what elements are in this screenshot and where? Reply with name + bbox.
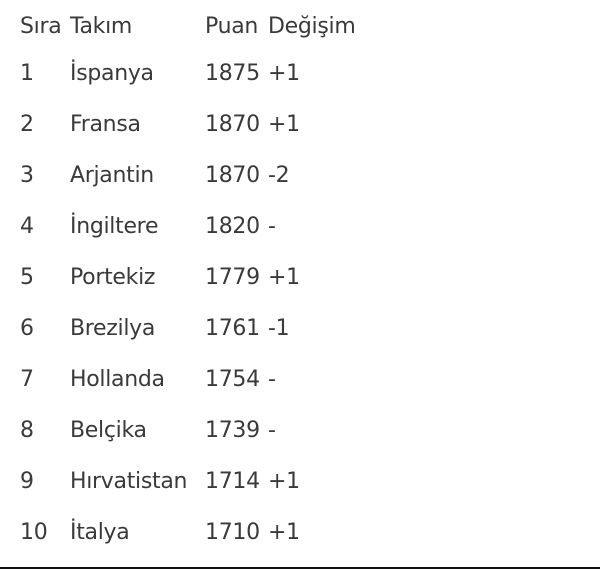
rank-cell: 3: [20, 163, 34, 188]
change-cell: -2: [268, 163, 290, 188]
points-cell: 1870: [205, 163, 260, 188]
table-row: 6 Brezilya 1761 -1: [20, 303, 388, 354]
team-cell: Hollanda: [70, 367, 165, 392]
table-row: 4 İngiltere 1820-: [20, 201, 388, 252]
points-cell: 1710: [205, 520, 260, 545]
header-points: Puan: [205, 13, 259, 39]
table-row: 7 Hollanda 1754-: [20, 354, 388, 405]
header-change: Değişim: [268, 13, 356, 39]
rank-cell: 5: [20, 265, 34, 290]
change-cell: +1: [268, 112, 300, 137]
header-rank: Sıra: [20, 13, 62, 39]
rank-cell: 6: [20, 316, 34, 341]
team-cell: İngiltere: [70, 214, 159, 239]
points-cell: 1820: [205, 214, 260, 239]
points-cell: 1714: [205, 469, 260, 494]
table-row: 9 Hırvatistan 1714 +1: [20, 456, 388, 507]
rank-cell: 1: [20, 61, 34, 86]
rank-cell: 7: [20, 367, 34, 392]
team-cell: İspanya: [70, 61, 154, 86]
change-cell: -: [268, 367, 276, 392]
change-cell: -: [268, 418, 276, 443]
change-cell: +1: [268, 469, 300, 494]
table-row: 8 Belçika 1739-: [20, 405, 388, 456]
points-cell: 1739: [205, 418, 260, 443]
change-cell: +1: [268, 520, 300, 545]
table-row: 5 Portekiz 1779 +1: [20, 252, 388, 303]
team-cell: Hırvatistan: [70, 469, 188, 494]
header-team: Takım: [70, 13, 133, 39]
change-cell: +1: [268, 61, 300, 86]
team-cell: İtalya: [70, 520, 130, 545]
team-cell: Brezilya: [70, 316, 156, 341]
rank-cell: 4: [20, 214, 34, 239]
table-row: 3 Arjantin 1870 -2: [20, 150, 388, 201]
points-cell: 1754: [205, 367, 260, 392]
change-cell: -1: [268, 316, 290, 341]
rank-cell: 9: [20, 469, 34, 494]
table-row: 10 İtalya 1710 +1: [20, 507, 388, 558]
points-cell: 1870: [205, 112, 260, 137]
team-cell: Fransa: [70, 112, 141, 137]
table-row: 1 İspanya 1875 +1: [20, 48, 388, 99]
points-cell: 1779: [205, 265, 260, 290]
ranking-table: Sıra Takım Puan Değişim 1 İspanya 1875 +1 2 F…: [20, 4, 388, 558]
team-cell: Belçika: [70, 418, 147, 443]
change-cell: +1: [268, 265, 300, 290]
points-cell: 1761: [205, 316, 260, 341]
team-cell: Arjantin: [70, 163, 154, 188]
team-cell: Portekiz: [70, 265, 156, 290]
table-header-row: Sıra Takım Puan Değişim: [20, 4, 388, 48]
rank-cell: 10: [20, 520, 48, 545]
points-cell: 1875: [205, 61, 260, 86]
change-cell: -: [268, 214, 276, 239]
bottom-divider: [0, 567, 600, 569]
table-row: 2 Fransa 1870 +1: [20, 99, 388, 150]
rank-cell: 2: [20, 112, 34, 137]
rank-cell: 8: [20, 418, 34, 443]
